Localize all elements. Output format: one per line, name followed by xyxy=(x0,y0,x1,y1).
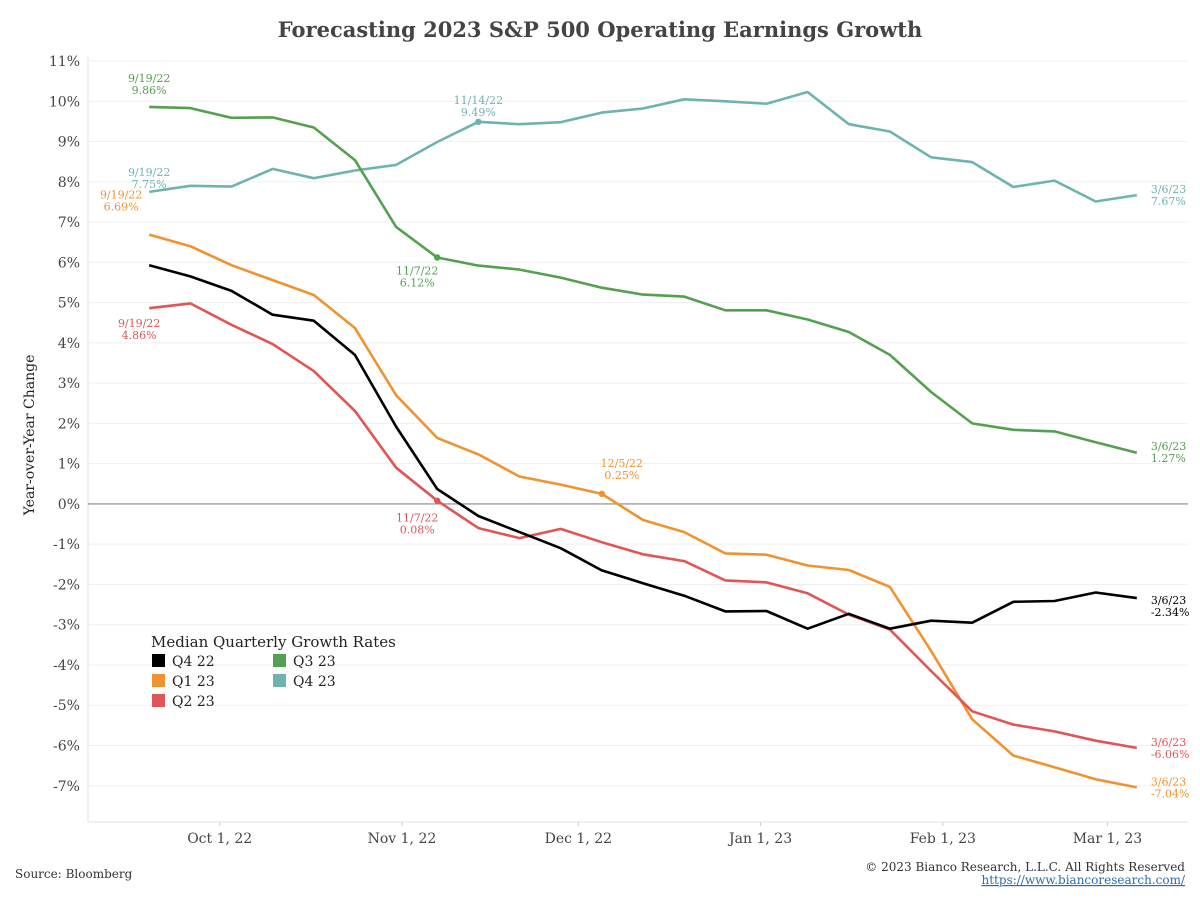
y-tick-label: 0% xyxy=(58,497,80,513)
x-tick-label: Feb 1, 23 xyxy=(910,831,976,847)
y-tick-label: 1% xyxy=(58,457,80,473)
legend-swatch-q4-22 xyxy=(152,654,165,667)
point-label-value: -6.06% xyxy=(1151,748,1190,761)
y-tick-label: 5% xyxy=(58,296,80,312)
legend-label-q3-23: Q3 23 xyxy=(293,654,336,670)
legend-swatch-q3-23 xyxy=(273,654,286,667)
chart-title: Forecasting 2023 S&P 500 Operating Earni… xyxy=(278,17,923,42)
point-label-date: 9/19/22 xyxy=(128,166,170,179)
point-label-value: 0.08% xyxy=(400,524,435,537)
point-label-value: -7.04% xyxy=(1151,787,1190,800)
y-tick-label: -3% xyxy=(53,618,80,634)
legend-label-q4-23: Q4 23 xyxy=(293,674,336,690)
x-tick-label: Nov 1, 22 xyxy=(368,831,437,847)
point-label-value: 4.86% xyxy=(122,329,157,342)
point-label-date: 11/14/22 xyxy=(454,94,503,107)
point-label-value: 6.12% xyxy=(400,277,435,290)
point-marker xyxy=(475,118,482,126)
point-marker xyxy=(434,254,441,261)
point-marker xyxy=(598,490,606,498)
point-label-date: 3/6/23 xyxy=(1151,594,1186,607)
point-label-value: 1.27% xyxy=(1151,452,1186,465)
y-tick-label: -7% xyxy=(53,779,80,795)
y-tick-label: 9% xyxy=(58,135,80,151)
point-label-date: 3/6/23 xyxy=(1151,183,1186,196)
x-tick-label: Mar 1, 23 xyxy=(1073,831,1142,847)
point-label-date: 9/19/22 xyxy=(118,317,160,330)
y-tick-label: 7% xyxy=(58,215,80,231)
series-line-q3-23 xyxy=(149,105,1138,455)
point-label-value: 0.25% xyxy=(604,469,639,482)
point-label-value: 9.86% xyxy=(132,84,167,97)
legend-label-q1-23: Q1 23 xyxy=(172,674,215,690)
y-tick-label: 3% xyxy=(58,376,80,392)
series-line-q2-23 xyxy=(149,302,1138,750)
series-line-q4-22 xyxy=(148,263,1137,631)
point-label-date: 11/7/22 xyxy=(396,512,438,525)
x-tick-label: Dec 1, 22 xyxy=(545,831,612,847)
y-tick-label: -2% xyxy=(53,577,80,593)
point-label-date: 9/19/22 xyxy=(100,189,142,202)
copyright-note: © 2023 Bianco Research, L.L.C. All Right… xyxy=(865,860,1185,874)
point-label-date: 11/7/22 xyxy=(396,265,438,278)
y-tick-label: 11% xyxy=(49,54,80,70)
annotations: 3/6/23-2.34%9/19/226.69%12/5/220.25%3/6/… xyxy=(100,72,1190,800)
y-tick-label: 2% xyxy=(58,416,80,432)
website-link[interactable]: https://www.biancoresearch.com/ xyxy=(981,873,1185,887)
y-tick-label: -4% xyxy=(53,658,80,674)
y-tick-label: 6% xyxy=(58,255,80,271)
y-tick-label: -5% xyxy=(53,698,80,714)
legend-label-q4-22: Q4 22 xyxy=(172,654,215,670)
series-group xyxy=(148,90,1138,789)
y-tick-label: 4% xyxy=(58,336,80,352)
point-label-date: 3/6/23 xyxy=(1151,775,1186,788)
point-label-date: 3/6/23 xyxy=(1151,736,1186,749)
axes: 11% 10% 9% 8% 7% 6% 5% 4% 3% 2% 1% 0% -1% -2% -3% -4% -5… xyxy=(49,54,1142,847)
point-label-value: 9.49% xyxy=(461,106,496,119)
point-label-value: 7.67% xyxy=(1151,195,1186,208)
legend-title: Median Quarterly Growth Rates xyxy=(151,633,396,651)
y-axis-label: Year-over-Year Change xyxy=(22,355,38,517)
point-label-date: 9/19/22 xyxy=(128,72,170,85)
point-label-date: 3/6/23 xyxy=(1151,440,1186,453)
legend: Median Quarterly Growth Rates Q4 22 Q3 23… xyxy=(151,633,396,710)
x-tick-label: Jan 1, 23 xyxy=(727,831,792,847)
legend-label-q2-23: Q2 23 xyxy=(172,694,215,710)
y-tick-label: 8% xyxy=(58,175,80,191)
series-line-q1-23 xyxy=(148,233,1138,789)
y-tick-label: -6% xyxy=(53,739,80,755)
grid xyxy=(87,57,1188,823)
point-marker xyxy=(434,497,441,504)
legend-swatch-q1-23 xyxy=(152,674,165,687)
source-note: Source: Bloomberg xyxy=(15,867,133,881)
y-tick-label: -1% xyxy=(53,537,80,553)
point-label-value: 7.75% xyxy=(132,178,167,191)
legend-swatch-q4-23 xyxy=(273,674,286,687)
y-tick-label: 10% xyxy=(49,94,80,110)
point-label-date: 12/5/22 xyxy=(601,457,643,470)
series-line-q4-23 xyxy=(149,90,1138,203)
point-label-value: 6.69% xyxy=(104,201,139,214)
legend-swatch-q2-23 xyxy=(152,694,165,707)
x-tick-label: Oct 1, 22 xyxy=(187,831,252,847)
point-label-value: -2.34% xyxy=(1151,606,1190,619)
